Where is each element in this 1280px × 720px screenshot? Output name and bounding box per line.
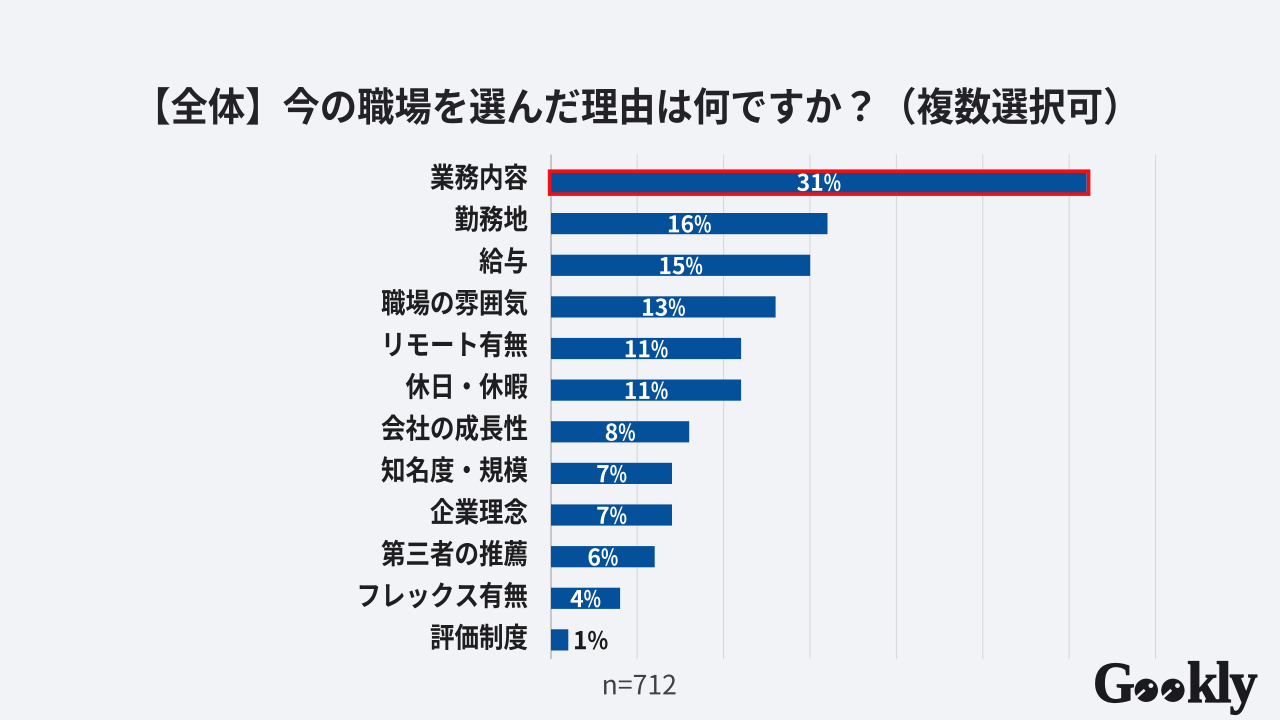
svg-text:kly: kly: [1187, 651, 1257, 715]
svg-text:G: G: [1093, 651, 1135, 715]
